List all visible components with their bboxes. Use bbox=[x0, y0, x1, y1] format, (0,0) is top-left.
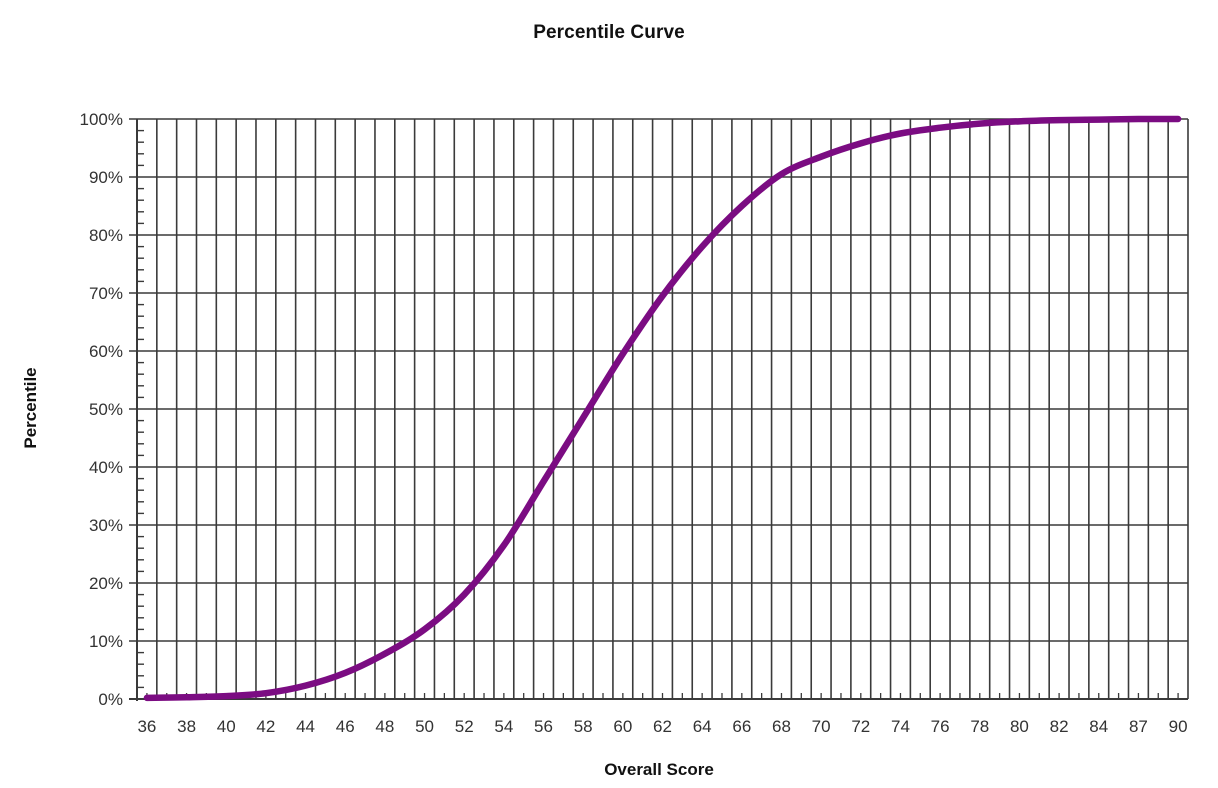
chart-title: Percentile Curve bbox=[533, 22, 685, 43]
x-tick-label: 50 bbox=[415, 717, 434, 736]
y-tick-label: 80% bbox=[89, 226, 123, 245]
x-tick-label: 60 bbox=[613, 717, 632, 736]
x-tick-label: 74 bbox=[891, 717, 910, 736]
x-tick-label: 56 bbox=[534, 717, 553, 736]
x-tick-label: 70 bbox=[812, 717, 831, 736]
x-tick-label: 44 bbox=[296, 717, 315, 736]
x-axis-ticks: 36 38 40 42 44 46 48 50 52 54 56 58 60 62 64 66 68 70 72 74… bbox=[137, 717, 1187, 736]
x-tick-label: 62 bbox=[653, 717, 672, 736]
x-tick-label: 90 bbox=[1169, 717, 1188, 736]
x-axis-title: Overall Score bbox=[604, 760, 714, 779]
x-tick-label: 42 bbox=[256, 717, 275, 736]
y-tick-label: 30% bbox=[89, 516, 123, 535]
x-tick-label: 40 bbox=[217, 717, 236, 736]
y-tick-label: 70% bbox=[89, 284, 123, 303]
y-tick-label: 50% bbox=[89, 400, 123, 419]
x-tick-label: 66 bbox=[732, 717, 751, 736]
x-tick-label: 52 bbox=[455, 717, 474, 736]
x-tick-label: 82 bbox=[1050, 717, 1069, 736]
x-tick-label: 68 bbox=[772, 717, 791, 736]
x-tick-label: 72 bbox=[851, 717, 870, 736]
y-axis-ticks: 0% 10% 20% 30% 40% 50% 60% 70% 80% 90% 100% bbox=[80, 110, 123, 709]
y-tick-label: 40% bbox=[89, 458, 123, 477]
x-tick-label: 36 bbox=[137, 717, 156, 736]
y-tick-label: 100% bbox=[80, 110, 123, 129]
y-tick-label: 90% bbox=[89, 168, 123, 187]
x-tick-label: 58 bbox=[574, 717, 593, 736]
x-tick-label: 38 bbox=[177, 717, 196, 736]
x-tick-label: 87 bbox=[1129, 717, 1148, 736]
y-tick-label: 20% bbox=[89, 574, 123, 593]
x-tick-label: 76 bbox=[931, 717, 950, 736]
x-tick-label: 80 bbox=[1010, 717, 1029, 736]
x-tick-label: 78 bbox=[970, 717, 989, 736]
x-tick-label: 64 bbox=[693, 717, 712, 736]
y-tick-label: 60% bbox=[89, 342, 123, 361]
x-tick-label: 48 bbox=[375, 717, 394, 736]
gridlines bbox=[129, 118, 1189, 700]
y-tick-label: 10% bbox=[89, 632, 123, 651]
axes bbox=[129, 119, 1188, 701]
x-tick-label: 46 bbox=[336, 717, 355, 736]
percentile-line bbox=[143, 115, 1182, 702]
x-tick-label: 54 bbox=[494, 717, 513, 736]
y-tick-label: 0% bbox=[98, 690, 123, 709]
x-tick-label: 84 bbox=[1089, 717, 1108, 736]
